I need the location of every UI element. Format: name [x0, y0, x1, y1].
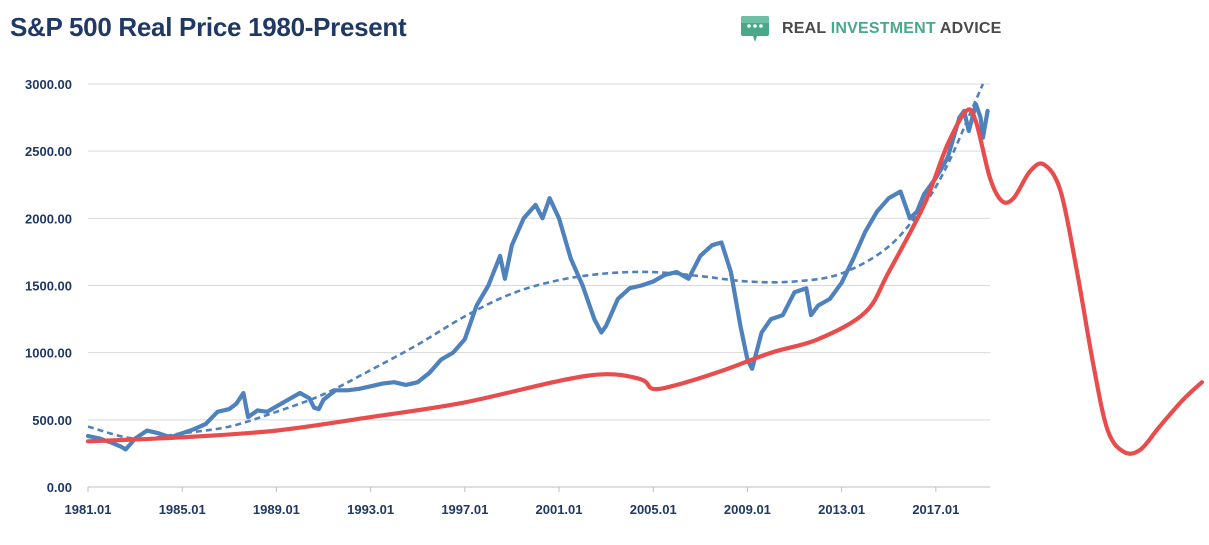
brand-name: REAL INVESTMENT ADVICE [782, 20, 1002, 38]
y-tick-label: 2500.00 [25, 144, 72, 159]
series-layer [85, 83, 1205, 456]
x-tick-label: 1993.01 [347, 502, 394, 517]
series-line-trend [87, 83, 985, 441]
x-tick-label: 1997.01 [441, 502, 488, 517]
x-tick-label: 2017.01 [912, 502, 959, 517]
y-tick-label: 3000.00 [25, 77, 72, 92]
x-tick-label: 1989.01 [253, 502, 300, 517]
y-tick-label: 0.00 [47, 480, 72, 495]
chart-title: S&P 500 Real Price 1980-Present [10, 12, 407, 42]
x-tick-label: 1985.01 [159, 502, 206, 517]
y-tick-label: 1500.00 [25, 279, 72, 294]
brand-word-real: REAL [782, 20, 831, 37]
x-tick-label: 2009.01 [724, 502, 771, 517]
brand-word-advice: ADVICE [935, 20, 1002, 37]
y-tick-label: 1000.00 [25, 346, 72, 361]
brand-logo-block: REAL INVESTMENT ADVICE [740, 14, 1002, 44]
y-axis-ticks: 0.00 500.00 1000.00 1500.00 2000.00 2500.00 30… [25, 77, 72, 495]
x-tick-label: 2005.01 [630, 502, 677, 517]
x-tick-label: 1981.01 [65, 502, 112, 517]
series-line-projection [85, 107, 1205, 456]
series-line-price [85, 102, 990, 452]
x-tick-label: 2001.01 [536, 502, 583, 517]
brand-word-investment: INVESTMENT [830, 20, 936, 37]
x-axis: 1981.01 1985.01 1989.01 1993.01 1997.01 2001.… [65, 486, 990, 517]
speech-bubble-dots-icon [741, 16, 769, 42]
y-tick-label: 2000.00 [25, 211, 72, 226]
y-tick-label: 500.00 [32, 413, 72, 428]
x-tick-label: 2013.01 [818, 502, 865, 517]
